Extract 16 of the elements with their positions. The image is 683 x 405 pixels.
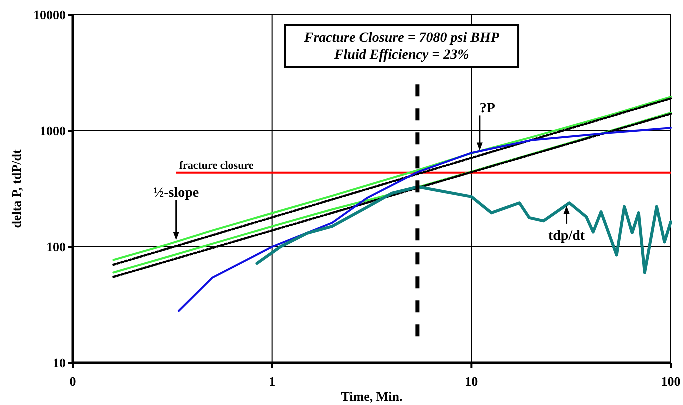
y-tick-label: 100: [46, 240, 66, 255]
x-tick-label: 0: [70, 374, 76, 389]
y-axis-title: delta P, tdP/dt: [9, 149, 24, 228]
y-tick-label: 10000: [34, 8, 66, 23]
annotation: ?P: [480, 102, 496, 117]
annotation: Fracture Closure = 7080 psi BHP: [303, 31, 500, 46]
ref-line-label: fracture closure: [179, 160, 254, 172]
x-tick-label: 10: [465, 374, 478, 389]
x-axis-title: Time, Min.: [341, 389, 403, 404]
y-tick-label: 10: [53, 356, 66, 371]
annotation: ½-slope: [154, 186, 200, 202]
annotation: Fluid Efficiency = 23%: [333, 48, 470, 63]
y-tick-label: 1000: [40, 124, 66, 139]
x-tick-label: 1: [269, 374, 276, 389]
x-tick-label: 100: [661, 374, 681, 389]
annotation: tdp/dt: [548, 228, 586, 244]
